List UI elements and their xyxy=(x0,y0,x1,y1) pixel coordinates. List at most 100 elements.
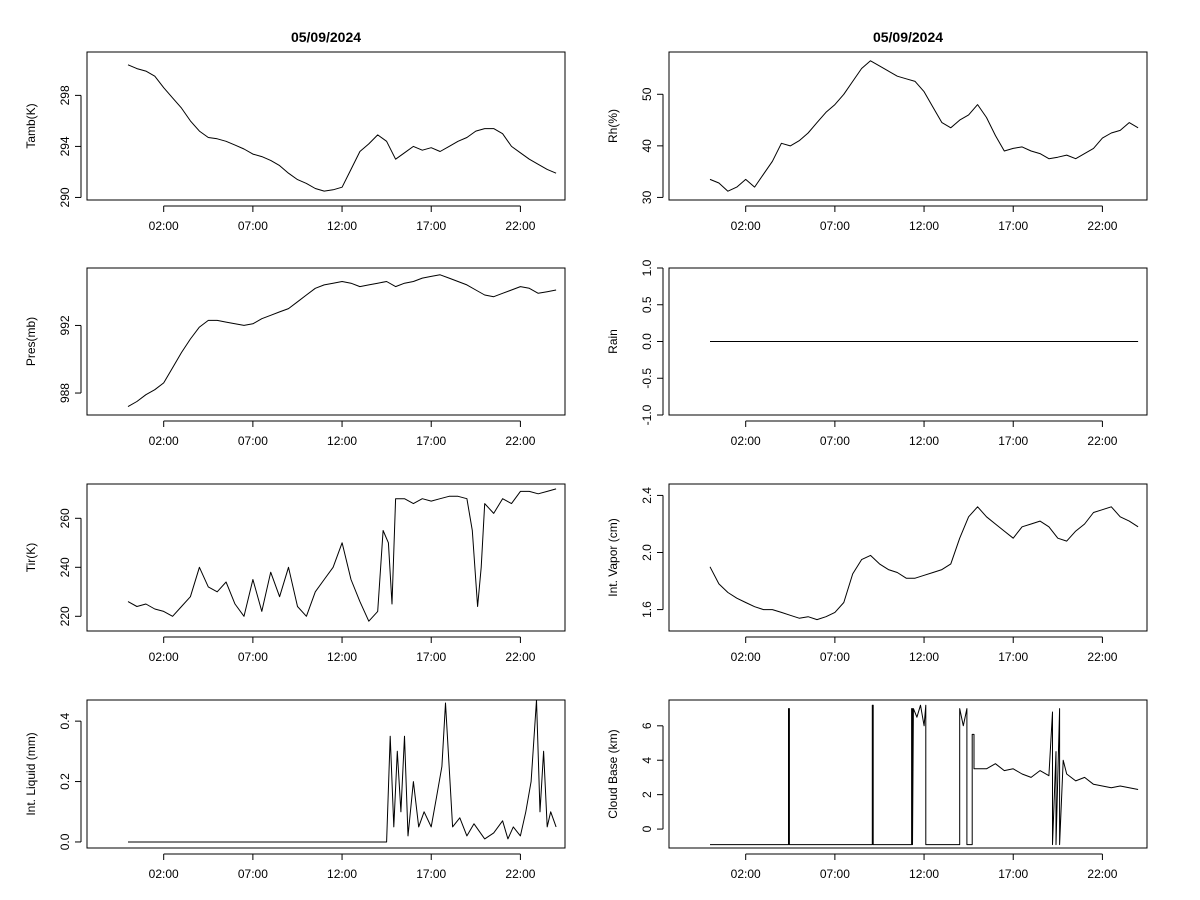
x-tick-label: 07:00 xyxy=(238,650,268,664)
y-tick-label: 290 xyxy=(58,187,72,207)
x-tick-label: 17:00 xyxy=(416,867,446,881)
x-tick-label: 07:00 xyxy=(820,650,850,664)
panel-tir: 02:00 07:00 12:00 17:00 22:00 220 240 260 Tir(K) xyxy=(24,483,566,664)
x-tick-label: 07:00 xyxy=(820,434,850,448)
panel-rain: 02:00 07:00 12:00 17:00 22:00 -1.0 -0.5 0.0 0.5 1… xyxy=(606,259,1148,448)
y-tick-label: 0 xyxy=(640,825,654,832)
x-tick-label: 12:00 xyxy=(327,219,357,233)
y-axis-label: Rain xyxy=(606,329,620,354)
panel-rh: 05/09/2024 02:00 07:00 12:00 17:00 22:00 30 40 5… xyxy=(606,29,1148,233)
series-line-liquid xyxy=(128,699,557,843)
plot-frame xyxy=(86,483,566,632)
x-tick-label: 17:00 xyxy=(998,867,1028,881)
x-tick-label: 12:00 xyxy=(909,867,939,881)
y-axis-label: Rh(%) xyxy=(606,109,620,143)
y-tick-label: 1.0 xyxy=(640,259,654,276)
x-tick-label: 12:00 xyxy=(327,867,357,881)
y-tick-label: -1.0 xyxy=(640,404,654,425)
x-tick-label: 02:00 xyxy=(731,867,761,881)
y-tick-label: 2.4 xyxy=(640,487,654,504)
y-tick-label: 0.0 xyxy=(640,333,654,350)
chart-title: 05/09/2024 xyxy=(873,29,943,45)
y-tick-label: 0.2 xyxy=(58,773,72,790)
y-tick-label: 988 xyxy=(58,383,72,403)
x-tick-label: 07:00 xyxy=(238,219,268,233)
x-tick-label: 17:00 xyxy=(998,650,1028,664)
x-tick-label: 22:00 xyxy=(1087,650,1117,664)
y-tick-label: 0.5 xyxy=(640,296,654,313)
x-tick-label: 17:00 xyxy=(998,434,1028,448)
x-tick-label: 17:00 xyxy=(998,219,1028,233)
y-axis-label: Cloud Base (km) xyxy=(606,729,620,818)
x-tick-label: 22:00 xyxy=(505,434,535,448)
x-tick-label: 02:00 xyxy=(149,650,179,664)
series-line-pres xyxy=(127,274,557,408)
plot-frame xyxy=(86,267,566,416)
x-tick-label: 22:00 xyxy=(1087,434,1117,448)
y-axis-label: Int. Liquid (mm) xyxy=(24,732,38,815)
plot-frame xyxy=(86,699,566,849)
panel-tamb: 05/09/2024 02:00 07:00 12:00 17:00 22:00 290 29… xyxy=(24,29,566,233)
y-axis-label: Int. Vapor (cm) xyxy=(606,518,620,596)
y-tick-label: 4 xyxy=(640,757,654,764)
x-tick-label: 17:00 xyxy=(416,219,446,233)
x-tick-label: 22:00 xyxy=(1087,867,1117,881)
y-axis-label: Tir(K) xyxy=(24,543,38,573)
x-tick-label: 07:00 xyxy=(238,867,268,881)
x-tick-label: 02:00 xyxy=(149,434,179,448)
x-tick-label: 22:00 xyxy=(505,650,535,664)
series-line-cloud xyxy=(710,704,1139,846)
x-tick-label: 12:00 xyxy=(909,434,939,448)
x-tick-label: 02:00 xyxy=(149,219,179,233)
series-line-tamb xyxy=(127,64,557,192)
y-tick-label: 294 xyxy=(58,136,72,156)
x-tick-label: 12:00 xyxy=(909,219,939,233)
y-tick-label: 0.0 xyxy=(58,833,72,850)
y-tick-label: 298 xyxy=(58,85,72,105)
x-tick-label: 02:00 xyxy=(149,867,179,881)
plot-frame xyxy=(86,51,566,201)
x-tick-label: 17:00 xyxy=(416,434,446,448)
x-tick-label: 22:00 xyxy=(505,867,535,881)
x-tick-label: 12:00 xyxy=(327,650,357,664)
y-axis-label: Pres(mb) xyxy=(24,317,38,366)
x-tick-label: 17:00 xyxy=(416,650,446,664)
panel-vapor: 02:00 07:00 12:00 17:00 22:00 1.6 2.0 2.4 Int. V… xyxy=(606,483,1148,664)
y-tick-label: 2.0 xyxy=(640,544,654,561)
panel-pres: 02:00 07:00 12:00 17:00 22:00 988 992 Pres(mb) xyxy=(24,267,566,448)
plot-frame xyxy=(668,483,1148,632)
x-tick-label: 22:00 xyxy=(505,219,535,233)
series-line-vapor xyxy=(709,506,1139,621)
x-tick-label: 02:00 xyxy=(731,434,761,448)
y-tick-label: 0.4 xyxy=(58,712,72,729)
y-tick-label: 6 xyxy=(640,722,654,729)
series-line-tir xyxy=(127,488,557,622)
x-tick-label: 12:00 xyxy=(909,650,939,664)
y-axis-label: Tamb(K) xyxy=(24,103,38,148)
series-line-rh xyxy=(709,60,1139,192)
y-tick-label: 992 xyxy=(58,315,72,335)
x-tick-label: 07:00 xyxy=(238,434,268,448)
y-tick-label: 40 xyxy=(640,139,654,153)
y-tick-label: 50 xyxy=(640,87,654,101)
x-tick-label: 02:00 xyxy=(731,219,761,233)
chart-title: 05/09/2024 xyxy=(291,29,361,45)
y-tick-label: 260 xyxy=(58,508,72,528)
panel-cloud: 02:00 07:00 12:00 17:00 22:00 0 2 4 6 Cloud Base … xyxy=(606,699,1148,881)
y-tick-label: 2 xyxy=(640,791,654,798)
x-tick-label: 02:00 xyxy=(731,650,761,664)
x-tick-label: 22:00 xyxy=(1087,219,1117,233)
y-tick-label: 30 xyxy=(640,190,654,204)
x-tick-label: 07:00 xyxy=(820,219,850,233)
panel-liquid: 02:00 07:00 12:00 17:00 22:00 0.0 0.2 0.4 Int. L… xyxy=(24,699,566,881)
y-tick-label: 1.6 xyxy=(640,601,654,618)
y-tick-label: -0.5 xyxy=(640,368,654,389)
y-tick-label: 240 xyxy=(58,557,72,577)
plot-frame xyxy=(668,699,1148,849)
x-tick-label: 12:00 xyxy=(327,434,357,448)
plot-frame xyxy=(668,51,1148,201)
y-tick-label: 220 xyxy=(58,606,72,626)
x-tick-label: 07:00 xyxy=(820,867,850,881)
